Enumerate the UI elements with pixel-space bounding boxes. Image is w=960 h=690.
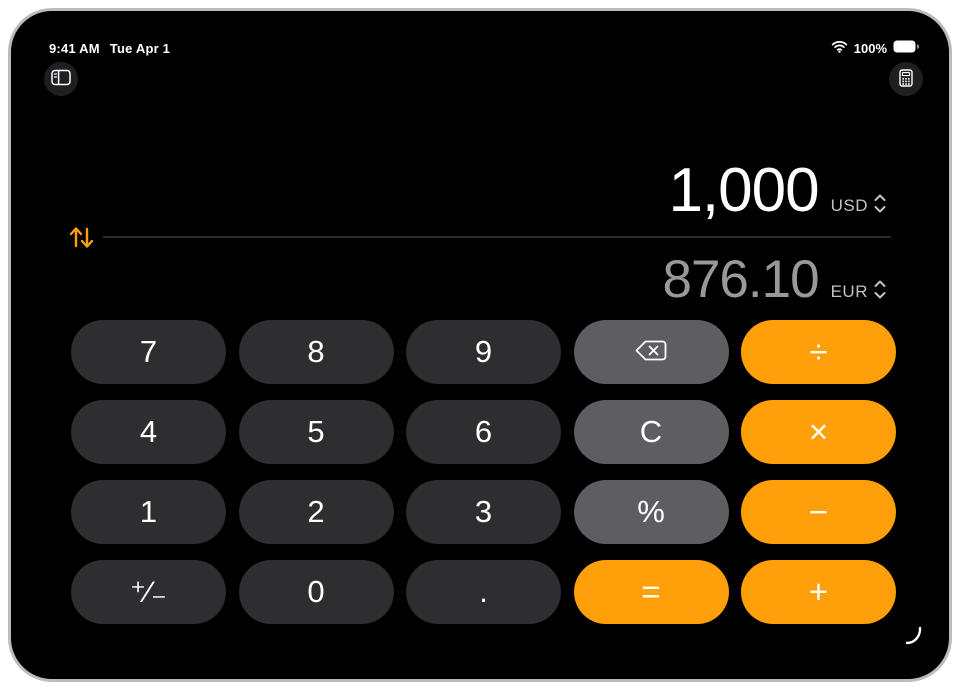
- key-1[interactable]: 1: [71, 480, 226, 544]
- status-bar-right: 100%: [831, 40, 920, 56]
- status-time: 9:41 AM: [49, 41, 100, 56]
- display-divider: [103, 236, 891, 238]
- key-equals[interactable]: =: [573, 560, 729, 624]
- key-decimal[interactable]: .: [406, 560, 561, 624]
- status-date: Tue Apr 1: [109, 41, 171, 56]
- battery-full-icon: [893, 40, 920, 56]
- conversion-to-row: 876.10 EUR: [662, 251, 887, 309]
- key-5[interactable]: 5: [238, 400, 394, 464]
- key-multiply[interactable]: ×: [741, 400, 896, 464]
- conversion-from-row: 1,000 USD: [668, 157, 887, 225]
- battery-percentage: 100%: [853, 40, 887, 56]
- calculator-icon: [899, 68, 913, 90]
- key-subtract[interactable]: −: [741, 480, 896, 544]
- to-currency-label: EUR: [830, 282, 868, 301]
- from-currency-label: USD: [830, 196, 868, 215]
- chevron-up-down-icon: [873, 278, 887, 306]
- status-bar-left: 9:41 AM Tue Apr 1: [49, 41, 170, 56]
- wifi-icon: [831, 40, 848, 56]
- swap-currencies-icon[interactable]: [67, 224, 97, 251]
- key-7[interactable]: 7: [71, 320, 226, 384]
- chevron-up-down-icon: [873, 192, 887, 220]
- key-clear[interactable]: C: [573, 400, 729, 464]
- key-6[interactable]: 6: [406, 400, 561, 464]
- corner-arc-indicator: [903, 624, 923, 651]
- key-4[interactable]: 4: [71, 400, 226, 464]
- key-divide[interactable]: ÷: [741, 320, 896, 384]
- ipad-screen: 9:41 AM Tue Apr 1 100%: [8, 8, 952, 682]
- key-add[interactable]: +: [741, 560, 896, 624]
- key-2[interactable]: 2: [238, 480, 394, 544]
- sidebar-toggle-icon: [51, 69, 71, 89]
- backspace-icon: [634, 334, 668, 370]
- key-backspace[interactable]: [573, 320, 729, 384]
- key-percent[interactable]: %: [573, 480, 729, 544]
- to-currency-selector[interactable]: EUR: [831, 278, 887, 306]
- from-amount: 1,000: [668, 156, 819, 225]
- from-currency-selector[interactable]: USD: [831, 192, 887, 220]
- key-0[interactable]: 0: [238, 560, 394, 624]
- key-8[interactable]: 8: [238, 320, 394, 384]
- to-amount: 876.10: [662, 250, 819, 309]
- key-plus-minus[interactable]: ⁺⁄₋: [71, 560, 226, 624]
- sidebar-toggle-button[interactable]: [44, 62, 78, 96]
- key-9[interactable]: 9: [406, 320, 561, 384]
- basic-calculator-button[interactable]: [889, 62, 923, 96]
- keypad: 7 8 9 ÷ 4 5 6 C × 1 2 3 % − ⁺⁄₋ 0 . = +: [71, 320, 896, 624]
- key-3[interactable]: 3: [406, 480, 561, 544]
